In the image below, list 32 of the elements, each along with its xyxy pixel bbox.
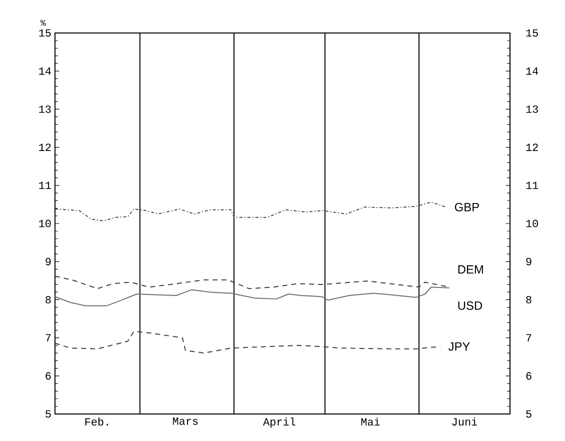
y-tick-label: 15 (526, 29, 538, 37)
x-tick-label: Mars (172, 418, 198, 425)
series-label: GBP (454, 202, 479, 212)
y2-tick-label: 5 (46, 410, 51, 418)
series-label: JPY (448, 342, 470, 351)
y2-tick-label: 14 (39, 67, 51, 75)
y2-tick-label: 12 (39, 144, 51, 151)
y2-tick-label: 11 (39, 182, 51, 190)
y2-tick-label: 6 (46, 372, 51, 380)
y-tick-label: 10 (526, 220, 538, 228)
text: % (40, 20, 46, 26)
y2-tick-label: 8 (46, 296, 51, 304)
y-tick-label: 11 (526, 182, 538, 190)
y-tick-label: 12 (526, 144, 538, 151)
y-tick-label: 9 (526, 258, 532, 266)
x-tick-label: Juni (452, 418, 478, 426)
y2-tick-label: 15 (39, 29, 51, 37)
y2-tick-label: 10 (39, 220, 51, 228)
y-tick-label: 8 (526, 296, 532, 304)
y-tick-label: 6 (526, 372, 532, 380)
x-tick-label: April (263, 418, 296, 428)
y-tick-label: 7 (526, 334, 532, 342)
y-tick-label: 5 (526, 410, 532, 418)
series-label: DEM (458, 265, 483, 274)
y2-tick-label: 9 (46, 258, 51, 266)
y2-tick-label: 13 (39, 105, 51, 113)
y-tick-label: 13 (526, 105, 538, 113)
y-tick-label: 14 (526, 67, 538, 75)
x-tick-label: Feb. (85, 418, 108, 426)
x-tick-label: Mai (361, 418, 380, 426)
y2-tick-label: 7 (46, 334, 51, 342)
series-label: USD (458, 301, 482, 310)
